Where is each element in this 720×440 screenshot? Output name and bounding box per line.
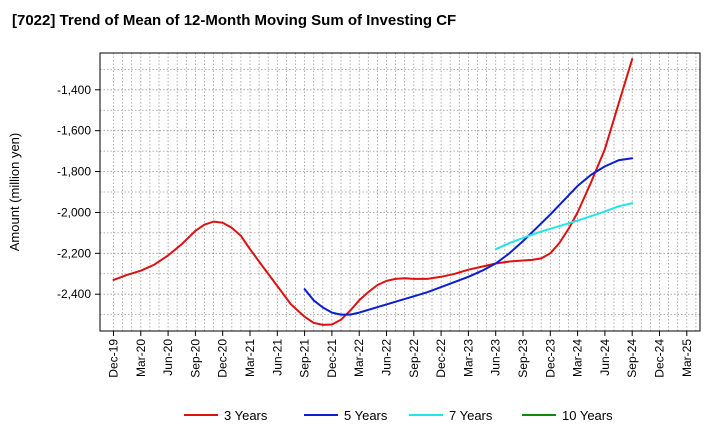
x-tick-label: Dec-19 <box>107 339 121 378</box>
series-lines <box>112 58 634 326</box>
x-tick-label: Mar-22 <box>352 339 366 377</box>
x-tick-label: Dec-20 <box>216 339 230 378</box>
plot-area <box>100 53 700 331</box>
x-tick-label: Sep-24 <box>625 339 639 378</box>
x-tick-label: Mar-23 <box>461 339 475 377</box>
legend-label: 3 Years <box>224 408 268 423</box>
y-tick-label: -2,000 <box>57 205 91 219</box>
legend: 3 Years 5 Years 7 Years 10 Years <box>184 408 613 423</box>
x-tick-label: Mar-21 <box>243 339 257 377</box>
y-tick-label: -2,200 <box>57 246 91 260</box>
y-axis-title: Amount (million yen) <box>7 133 22 252</box>
legend-label: 10 Years <box>562 408 613 423</box>
x-tick-label: Jun-24 <box>598 339 612 376</box>
x-tick-label: Dec-22 <box>434 339 448 378</box>
plot-frame <box>99 52 701 332</box>
y-axis-ticks: -1,400 -1,600 -1,800 -2,000 -2,200 -2,400 <box>57 83 100 301</box>
x-tick-label: Mar-24 <box>571 339 585 377</box>
x-tick-label: Sep-22 <box>407 339 421 378</box>
series-line-5-years <box>303 157 634 316</box>
x-axis-ticks: Dec-19 Mar-20 Jun-20 Sep-20 Dec-20 Mar-21 Jun-… <box>107 331 694 378</box>
x-tick-label: Sep-21 <box>298 339 312 378</box>
x-tick-label: Sep-23 <box>516 339 530 378</box>
legend-label: 5 Years <box>344 408 388 423</box>
x-tick-label: Jun-22 <box>380 339 394 376</box>
x-tick-label: Mar-20 <box>134 339 148 377</box>
x-tick-label: Jun-23 <box>489 339 503 376</box>
y-tick-label: -1,600 <box>57 124 91 138</box>
series-line-3-years <box>112 58 634 326</box>
x-tick-label: Sep-20 <box>188 339 202 378</box>
x-tick-label: Jun-20 <box>161 339 175 376</box>
y-tick-label: -2,400 <box>57 287 91 301</box>
x-tick-label: Dec-21 <box>325 339 339 378</box>
legend-label: 7 Years <box>449 408 493 423</box>
x-tick-label: Dec-24 <box>653 339 667 378</box>
grid <box>100 53 700 331</box>
x-tick-label: Mar-25 <box>680 339 694 377</box>
x-tick-label: Dec-23 <box>543 339 557 378</box>
x-tick-label: Jun-21 <box>270 339 284 376</box>
y-tick-label: -1,400 <box>57 83 91 97</box>
y-tick-label: -1,800 <box>57 165 91 179</box>
chart-title: [7022] Trend of Mean of 12-Month Moving … <box>12 12 457 29</box>
series-line-7-years <box>494 202 634 251</box>
